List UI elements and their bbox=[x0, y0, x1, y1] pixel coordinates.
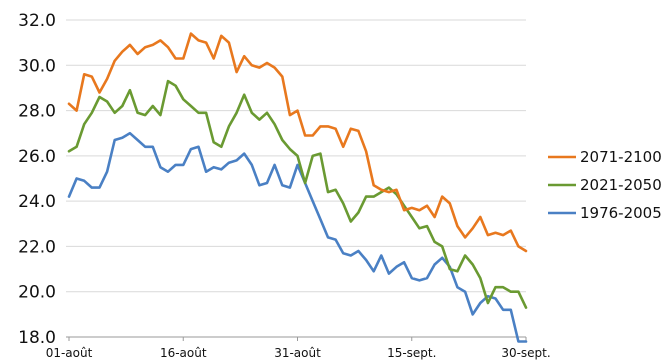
legend-item: 1976-2005 bbox=[548, 204, 662, 222]
y-tick-label: 28.0 bbox=[18, 102, 56, 122]
x-tick-label: 16-août bbox=[160, 346, 207, 360]
x-tick-label: 31-août bbox=[274, 346, 321, 360]
y-tick-label: 20.0 bbox=[18, 283, 56, 303]
y-tick-labels: 18.0 20.0 22.0 24.0 26.0 28.0 30.0 32.0 bbox=[18, 11, 56, 348]
x-tick-label: 01-août bbox=[46, 346, 93, 360]
legend-label: 2021-2050 bbox=[580, 176, 662, 194]
y-tick-label: 22.0 bbox=[18, 237, 56, 257]
legend: 2071-2100 2021-2050 1976-2005 bbox=[548, 148, 662, 222]
legend-label: 2071-2100 bbox=[580, 148, 662, 166]
series-line-2021-2050 bbox=[67, 79, 528, 309]
series-line-1976-2005 bbox=[67, 131, 528, 343]
y-tick-label: 18.0 bbox=[18, 328, 56, 348]
x-tick-label: 15-sept. bbox=[387, 346, 436, 360]
y-tick-label: 24.0 bbox=[18, 192, 56, 212]
axes bbox=[66, 336, 527, 341]
y-tick-label: 32.0 bbox=[18, 11, 56, 31]
x-tick-labels: 01-août 16-août 31-août 15-sept. 30-sept. bbox=[46, 346, 551, 360]
series-lines bbox=[67, 32, 528, 343]
legend-item: 2071-2100 bbox=[548, 148, 662, 166]
y-tick-label: 30.0 bbox=[18, 56, 56, 76]
x-tick-label: 30-sept. bbox=[501, 346, 550, 360]
legend-label: 1976-2005 bbox=[580, 204, 662, 222]
series-line-2071-2100 bbox=[67, 32, 528, 253]
legend-item: 2021-2050 bbox=[548, 176, 662, 194]
y-tick-label: 26.0 bbox=[18, 147, 56, 167]
